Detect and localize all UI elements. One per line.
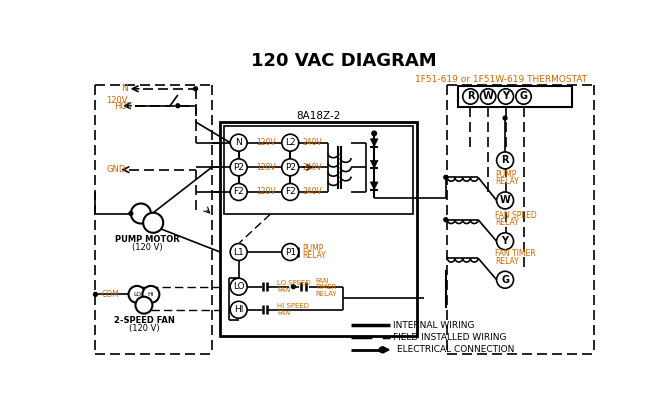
Circle shape	[291, 285, 295, 289]
Text: 240V: 240V	[303, 163, 322, 172]
Text: GND: GND	[107, 165, 125, 174]
Circle shape	[372, 131, 377, 136]
Text: HOT: HOT	[114, 102, 132, 111]
Polygon shape	[371, 139, 378, 147]
Circle shape	[230, 134, 247, 151]
Text: HI: HI	[234, 305, 243, 314]
Circle shape	[444, 176, 448, 179]
Text: TIMER: TIMER	[315, 285, 336, 290]
Circle shape	[498, 89, 513, 104]
Text: 120V: 120V	[257, 163, 276, 172]
Circle shape	[129, 212, 133, 215]
Text: 120V: 120V	[107, 96, 128, 105]
Circle shape	[379, 347, 385, 352]
Text: ELECTRICAL CONNECTION: ELECTRICAL CONNECTION	[397, 345, 515, 354]
Text: 8A18Z-2: 8A18Z-2	[296, 111, 340, 121]
Text: COM: COM	[102, 290, 119, 299]
Text: FAN SPEED: FAN SPEED	[495, 211, 537, 220]
Text: RELAY: RELAY	[495, 218, 519, 227]
Text: W: W	[483, 91, 494, 101]
Text: N: N	[235, 138, 242, 147]
Text: W: W	[500, 195, 511, 205]
Circle shape	[143, 213, 163, 233]
Text: P2: P2	[233, 163, 244, 172]
Text: P2: P2	[285, 163, 295, 172]
Circle shape	[282, 243, 299, 261]
Text: N: N	[122, 84, 129, 93]
Circle shape	[516, 89, 531, 104]
Text: PUMP MOTOR: PUMP MOTOR	[115, 235, 180, 244]
Text: FAN: FAN	[277, 310, 291, 316]
Text: LO: LO	[133, 292, 141, 297]
Text: PUMP: PUMP	[495, 170, 517, 179]
Circle shape	[230, 159, 247, 176]
Circle shape	[129, 286, 145, 303]
Circle shape	[463, 89, 478, 104]
Text: L1: L1	[233, 248, 244, 256]
Circle shape	[282, 159, 299, 176]
Circle shape	[496, 271, 513, 288]
Circle shape	[444, 218, 448, 222]
Circle shape	[230, 301, 247, 318]
Circle shape	[131, 204, 151, 223]
Text: (120 V): (120 V)	[132, 243, 162, 252]
Text: INTERNAL WIRING: INTERNAL WIRING	[393, 321, 475, 330]
Text: FAN: FAN	[315, 277, 328, 284]
Text: HI: HI	[147, 292, 154, 297]
Circle shape	[176, 104, 180, 108]
Text: LO: LO	[233, 282, 245, 291]
Text: 240V: 240V	[303, 187, 322, 197]
Text: RELAY: RELAY	[495, 178, 519, 186]
Text: F2: F2	[233, 187, 244, 197]
Text: G: G	[519, 91, 527, 101]
Bar	[224, 126, 413, 214]
Circle shape	[230, 278, 247, 295]
Text: R: R	[501, 155, 509, 166]
Circle shape	[496, 152, 513, 169]
Text: HI SPEED: HI SPEED	[277, 303, 309, 309]
Bar	[220, 122, 417, 336]
Text: RELAY: RELAY	[315, 291, 336, 297]
Text: 120V: 120V	[257, 138, 276, 147]
Text: Y: Y	[502, 91, 509, 101]
Circle shape	[496, 192, 513, 209]
Text: RELAY: RELAY	[495, 257, 519, 266]
Text: 120 VAC DIAGRAM: 120 VAC DIAGRAM	[251, 52, 436, 70]
Text: Y: Y	[502, 236, 509, 246]
Circle shape	[282, 184, 299, 200]
Text: (120 V): (120 V)	[129, 324, 159, 333]
Polygon shape	[371, 182, 378, 190]
Text: FIELD INSTALLED WIRING: FIELD INSTALLED WIRING	[393, 333, 507, 342]
Text: 2-SPEED FAN: 2-SPEED FAN	[113, 316, 174, 325]
Circle shape	[503, 116, 507, 120]
Text: RELAY: RELAY	[303, 251, 326, 260]
Circle shape	[194, 87, 198, 91]
Text: LO SPEED: LO SPEED	[277, 280, 311, 286]
Text: P1: P1	[285, 248, 296, 256]
Circle shape	[230, 243, 247, 261]
Circle shape	[230, 184, 247, 200]
Text: PUMP: PUMP	[303, 244, 324, 253]
Bar	[458, 86, 572, 107]
Text: R: R	[467, 91, 474, 101]
Circle shape	[143, 286, 159, 303]
Text: FAN: FAN	[277, 287, 291, 293]
Text: F2: F2	[285, 187, 295, 197]
Text: 240V: 240V	[303, 138, 322, 147]
Polygon shape	[371, 160, 378, 168]
Circle shape	[282, 134, 299, 151]
Circle shape	[135, 297, 152, 313]
Circle shape	[480, 89, 496, 104]
Text: L2: L2	[285, 138, 295, 147]
Text: FAN TIMER: FAN TIMER	[495, 249, 536, 258]
Circle shape	[94, 292, 97, 296]
Text: G: G	[501, 275, 509, 285]
Circle shape	[496, 233, 513, 250]
Text: 120V: 120V	[257, 187, 276, 197]
Text: 1F51-619 or 1F51W-619 THERMOSTAT: 1F51-619 or 1F51W-619 THERMOSTAT	[415, 75, 587, 84]
